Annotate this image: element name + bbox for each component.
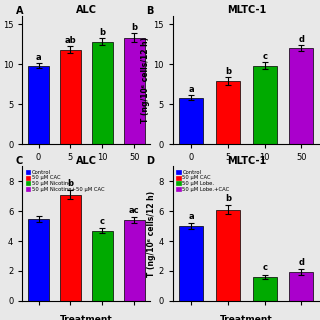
Bar [92,42,113,144]
Y-axis label: T (ng/10⁶ cells/12 h): T (ng/10⁶ cells/12 h) [147,190,156,277]
Bar [253,66,277,144]
Legend: Control, 50 μM CAC, 50 μM Lobe., 50 μM Lobe.+CAC: Control, 50 μM CAC, 50 μM Lobe., 50 μM L… [175,169,230,192]
Text: d: d [298,35,304,44]
X-axis label: Treatment: Treatment [60,316,113,320]
Text: a: a [36,53,41,62]
Bar [180,98,203,144]
Text: B: B [146,6,154,16]
Text: b: b [225,194,231,203]
Bar [124,220,145,301]
Bar [253,277,277,301]
Bar [60,195,81,301]
X-axis label: CAC conc. (μM): CAC conc. (μM) [208,168,285,177]
Text: A: A [16,6,23,16]
Text: a: a [188,85,194,94]
Text: b: b [68,179,74,188]
Title: MLTC-1: MLTC-1 [227,5,266,15]
Text: C: C [16,156,23,166]
X-axis label: CAC conc. (μM): CAC conc. (μM) [48,168,125,177]
Text: ab: ab [65,36,76,45]
Y-axis label: T (ng/10⁶ cells/12 h): T (ng/10⁶ cells/12 h) [141,37,150,123]
Text: c: c [262,263,267,272]
Title: MLTC-1: MLTC-1 [227,156,266,166]
Bar [60,50,81,144]
Bar [92,231,113,301]
Text: c: c [262,52,267,61]
Bar [180,226,203,301]
Bar [290,272,313,301]
Text: b: b [99,28,105,37]
Bar [216,210,240,301]
Bar [28,219,49,301]
Text: D: D [146,156,154,166]
Text: d: d [298,258,304,267]
Text: ac: ac [129,206,140,215]
Title: ALC: ALC [76,5,97,15]
Text: b: b [131,23,137,32]
Text: c: c [100,217,105,226]
Text: b: b [225,67,231,76]
Bar [290,48,313,144]
Legend: Control, 50 μM CAC, 50 μM Nicotine, 50 μM Nicotine+50 μM CAC: Control, 50 μM CAC, 50 μM Nicotine, 50 μ… [25,169,105,192]
X-axis label: Treatment: Treatment [220,316,273,320]
Title: ALC: ALC [76,156,97,166]
Bar [124,38,145,144]
Bar [28,66,49,144]
Bar [216,81,240,144]
Text: a: a [188,212,194,221]
